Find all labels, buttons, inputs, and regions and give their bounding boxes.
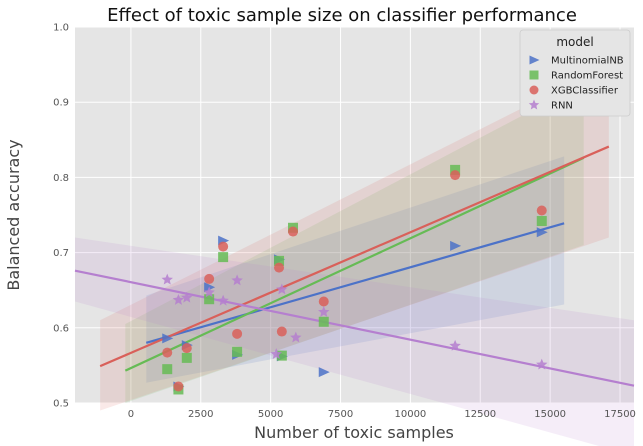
data-point [536, 227, 548, 238]
legend-marker [529, 55, 540, 65]
confidence-band [125, 83, 584, 404]
confidence-band [146, 156, 565, 383]
data-point [162, 364, 173, 375]
x-axis-title: Number of toxic samples [254, 423, 454, 442]
data-point [217, 294, 229, 306]
legend-marker [529, 70, 539, 80]
data-point [276, 350, 287, 361]
data-point [181, 352, 192, 363]
regression-line [124, 156, 585, 372]
y-tick-label: 0.5 [53, 399, 69, 410]
data-point [450, 164, 461, 175]
regression-line [145, 222, 565, 344]
data-point [450, 170, 461, 181]
data-point [204, 282, 216, 293]
data-point [449, 339, 461, 351]
data-points [161, 164, 548, 395]
legend-marker [529, 85, 539, 95]
chart-title: Effect of toxic sample size on classifie… [107, 5, 577, 26]
data-point [218, 252, 229, 263]
data-point [318, 316, 329, 327]
y-tick-label: 0.6 [53, 323, 69, 334]
data-point [270, 348, 282, 359]
data-point [450, 240, 462, 251]
legend-label: RNN [551, 101, 573, 112]
data-point [274, 262, 285, 273]
legend-label: RandomForest [551, 71, 623, 82]
data-point [204, 273, 215, 284]
legend-marker [528, 99, 540, 110]
y-tick-label: 0.8 [53, 173, 69, 184]
data-point [203, 286, 215, 298]
data-point [162, 347, 173, 358]
tick-labels: 0 2500 5000 7500 10000 12500 15000 17500 0.5 0.6 0… [53, 23, 636, 421]
data-point [536, 358, 548, 370]
confidence-band [75, 237, 634, 446]
legend-label: XGBClassifier [551, 86, 619, 97]
data-point [276, 326, 287, 337]
legend-title: model [556, 35, 593, 49]
data-point [318, 296, 329, 307]
data-point [204, 294, 215, 305]
y-tick-label: 1.0 [53, 23, 69, 34]
data-point [318, 367, 330, 378]
data-point [173, 381, 184, 392]
data-point [536, 216, 547, 227]
regression-line [99, 145, 610, 368]
x-tick-label: 7500 [328, 409, 353, 420]
legend: model MultinomialNB RandomForest XGBClassi… [519, 29, 631, 117]
x-tick-label: 0 [128, 409, 134, 420]
data-point [232, 328, 243, 339]
x-tick-label: 17500 [604, 409, 636, 420]
data-point [162, 333, 174, 344]
y-tick-label: 0.7 [53, 248, 69, 259]
data-point [288, 226, 299, 237]
data-point [276, 283, 288, 295]
data-point [536, 205, 547, 216]
x-tick-label: 5000 [258, 409, 283, 420]
data-point [274, 255, 285, 266]
y-tick-label: 0.9 [53, 98, 69, 109]
legend-label: MultinomialNB [551, 56, 624, 67]
y-axis-title: Balanced accuracy [4, 139, 23, 290]
data-point [181, 343, 192, 354]
data-point [161, 273, 173, 285]
x-tick-label: 10000 [394, 409, 426, 420]
x-tick-label: 12500 [464, 409, 496, 420]
x-tick-label: 2500 [188, 409, 213, 420]
x-tick-label: 15000 [534, 409, 566, 420]
data-point [181, 291, 193, 303]
legend-box [519, 29, 631, 117]
data-point [290, 331, 302, 343]
data-point [318, 306, 330, 317]
data-point [232, 346, 243, 357]
data-point [172, 293, 185, 305]
data-point [218, 241, 229, 252]
data-point [231, 274, 243, 286]
